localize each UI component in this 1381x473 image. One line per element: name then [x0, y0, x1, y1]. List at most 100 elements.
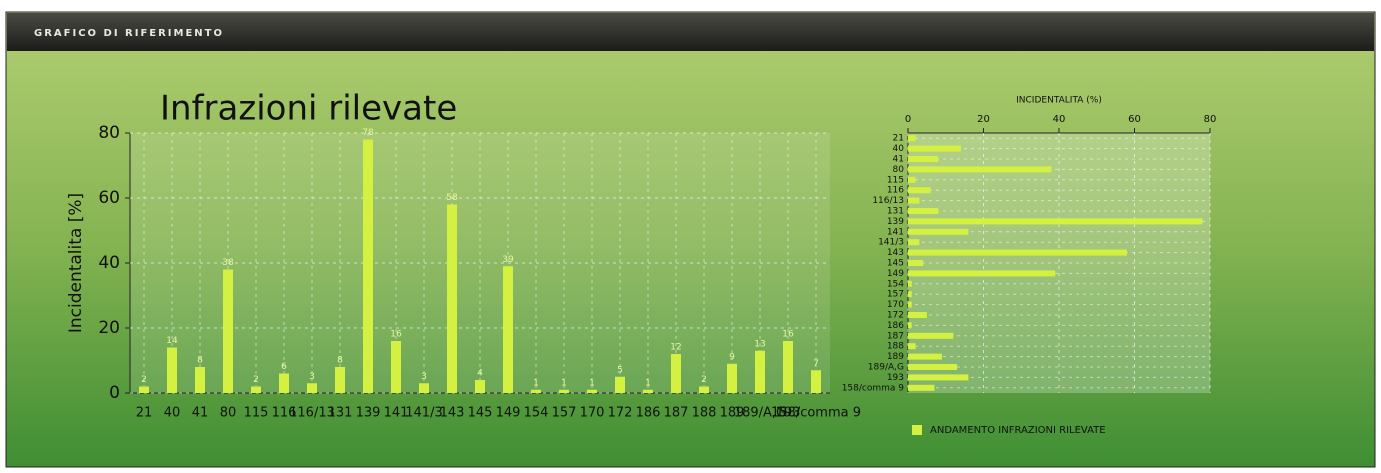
y-tick-label: 0	[109, 383, 120, 403]
value-label: 58	[446, 193, 458, 203]
bar	[643, 389, 653, 393]
bar	[335, 367, 345, 393]
x-tick-label: 172	[608, 406, 633, 421]
y-tick-label: 143	[887, 248, 904, 258]
bar	[419, 383, 429, 393]
x-tick-label: 41	[192, 406, 209, 421]
y-tick-label: 41	[893, 155, 904, 165]
value-label: 1	[589, 378, 595, 388]
bar	[908, 270, 1056, 277]
value-label: 1	[533, 378, 539, 388]
value-label: 16	[390, 330, 402, 340]
bar	[908, 364, 958, 370]
y-tick-label: 21	[893, 134, 904, 144]
y-tick-label: 131	[887, 207, 904, 217]
x-tick-label: 115	[244, 406, 269, 421]
x-tick-label: 21	[136, 406, 153, 421]
y-tick-label: 80	[98, 123, 120, 143]
bar	[908, 332, 954, 339]
y-tick-label: 141	[887, 227, 904, 237]
y-tick-label: 149	[887, 269, 904, 279]
bar	[908, 301, 912, 308]
y-tick-label: 172	[887, 311, 904, 321]
x-tick-label: 170	[580, 406, 605, 421]
value-label: 4	[477, 369, 483, 379]
bar	[195, 367, 205, 393]
bar	[559, 389, 569, 393]
y-tick-label: 158/comma 9	[842, 383, 905, 393]
bar	[908, 239, 920, 246]
y-tick-label: 157	[887, 290, 904, 300]
y-tick-label: 186	[887, 321, 904, 331]
value-label: 1	[561, 378, 567, 388]
bar	[615, 376, 625, 393]
bar	[908, 384, 935, 391]
x-tick-label: 193	[776, 406, 801, 421]
x-tick-label: 141/3	[405, 406, 442, 421]
x-tick-label: 143	[440, 406, 465, 421]
bar	[908, 218, 1203, 225]
value-label: 2	[701, 375, 707, 385]
bar	[908, 291, 912, 298]
x-tick-label: 139	[356, 406, 381, 421]
bar	[727, 363, 737, 393]
header-title: GRAFICO DI RIFERIMENTO	[34, 28, 224, 39]
value-label: 78	[362, 128, 374, 138]
bar	[908, 353, 942, 360]
x-tick-label: 0	[905, 114, 911, 125]
bar	[908, 228, 969, 235]
value-label: 3	[309, 372, 315, 382]
bar	[908, 156, 939, 162]
value-label: 2	[141, 375, 147, 385]
x-tick-label: 80	[1204, 114, 1217, 125]
value-label: 3	[421, 372, 427, 382]
x-tick-label: 20	[977, 114, 990, 125]
bar	[908, 260, 924, 266]
bar	[447, 204, 457, 393]
value-label: 5	[617, 365, 623, 375]
y-tick-label: 116/13	[872, 196, 904, 206]
bar	[251, 386, 261, 393]
value-label: 14	[166, 336, 178, 346]
y-tick-label: 187	[887, 331, 904, 341]
bar	[908, 208, 939, 214]
y-tick-label: 116	[887, 186, 904, 196]
bar	[908, 145, 961, 152]
bar	[755, 350, 765, 393]
y-tick-label: 40	[98, 253, 120, 273]
bar	[908, 374, 969, 381]
bar	[363, 139, 373, 393]
y-tick-label: 20	[98, 318, 120, 338]
bar	[908, 322, 912, 329]
value-label: 8	[197, 356, 203, 366]
x-tick-label: 158/comma 9	[771, 406, 861, 421]
bar	[531, 389, 541, 393]
y-tick-label: 189	[887, 352, 904, 362]
bar	[279, 373, 289, 393]
y-tick-label: 188	[887, 342, 904, 352]
bar	[139, 386, 149, 393]
bar	[908, 312, 927, 318]
y-tick-label: 145	[887, 259, 904, 269]
bar	[908, 280, 912, 287]
x-tick-label: 157	[552, 406, 577, 421]
chart-title: Infrazioni rilevate	[160, 89, 457, 129]
y-tick-label: 60	[98, 188, 120, 208]
y-tick-label: 141/3	[878, 238, 904, 248]
bar	[811, 370, 821, 393]
bar	[908, 187, 931, 194]
x-tick-label: 186	[636, 406, 661, 421]
value-label: 16	[782, 330, 794, 340]
x-tick-label: 189/A,G	[734, 406, 786, 421]
x-tick-label: 40	[1053, 114, 1066, 125]
bar	[908, 176, 916, 183]
y-tick-label: 189/A,G	[868, 363, 904, 373]
bar	[908, 249, 1127, 256]
value-label: 9	[729, 352, 735, 362]
y-tick-label: 80	[893, 165, 905, 175]
bar	[167, 347, 177, 393]
legend-label: ANDAMENTO INFRAZIONI RILEVATE	[930, 425, 1106, 436]
y-axis-label: Incidentalita [%]	[66, 193, 86, 333]
bar	[587, 389, 597, 393]
